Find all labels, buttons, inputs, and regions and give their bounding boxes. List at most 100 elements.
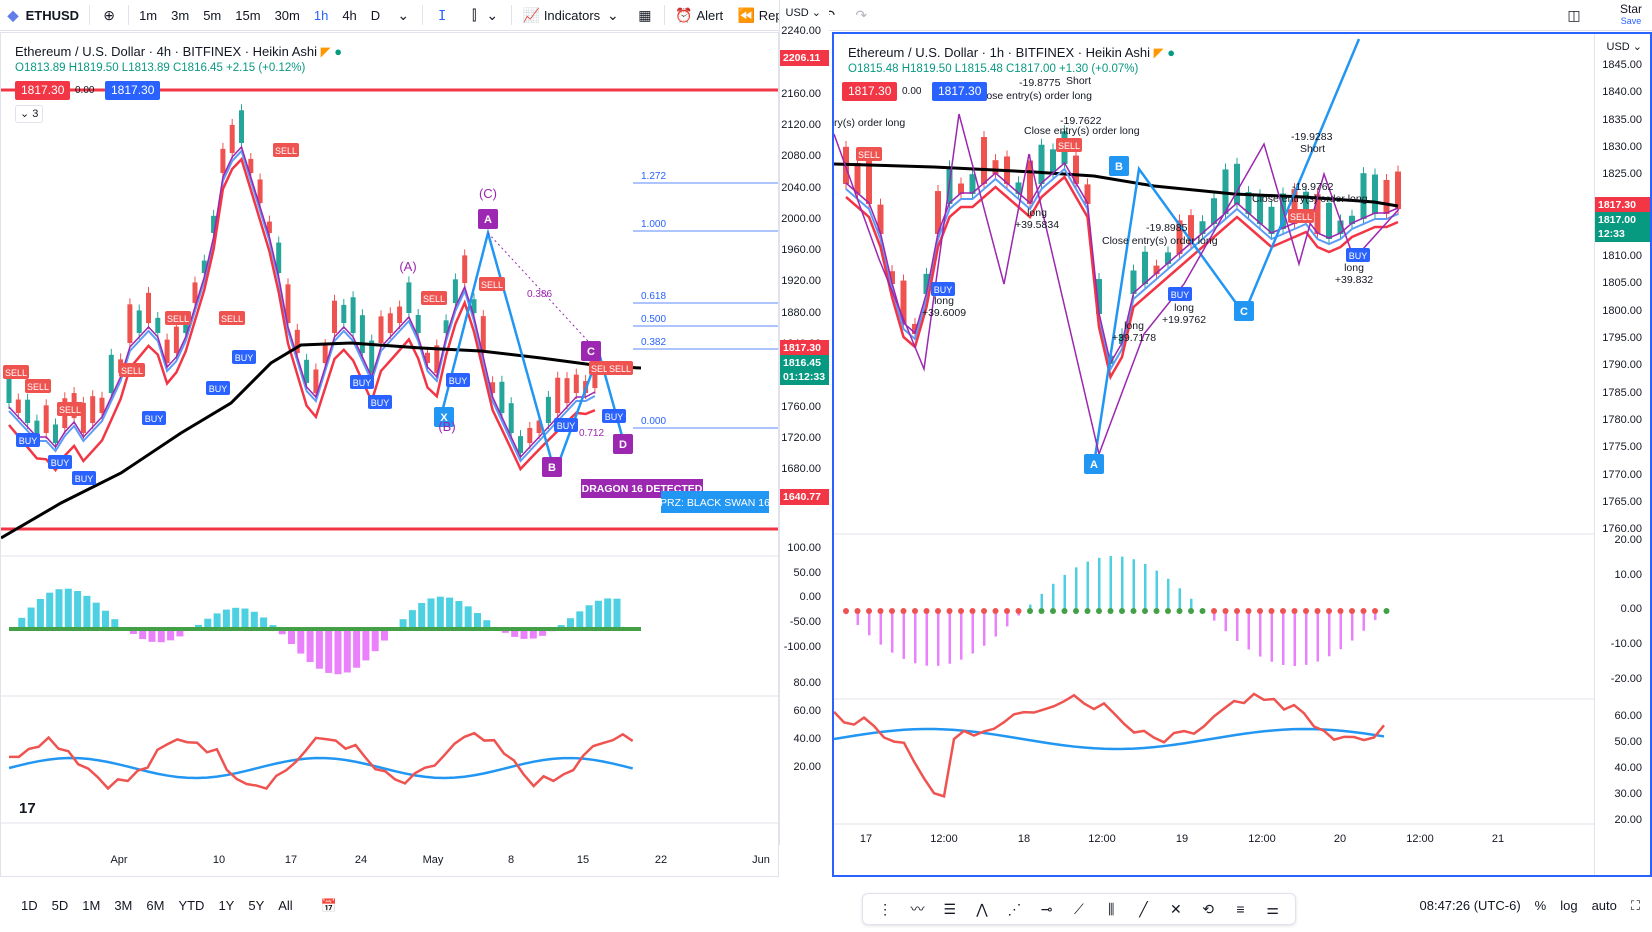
auto-toggle[interactable]: auto: [1591, 898, 1617, 913]
left-price-axis[interactable]: USD ⌄2240.002200.002160.002120.002080.00…: [779, 0, 829, 845]
parallel-channel-icon[interactable]: ≡: [1236, 901, 1245, 917]
macd-dot: [1245, 608, 1252, 614]
range-5d[interactable]: 5D: [51, 898, 69, 913]
candle: [1372, 174, 1378, 214]
redo-button[interactable]: ↷: [845, 0, 877, 31]
ohlc-close: C1817.00: [1005, 63, 1056, 75]
rsi-signal-line: [834, 727, 1385, 751]
right-chart-pane[interactable]: A B C -19.8775 lose entry(s) order long -19.7…: [832, 32, 1652, 877]
currency-label[interactable]: USD ⌄: [785, 7, 822, 19]
candle: [378, 316, 384, 343]
macd-bar: [102, 610, 109, 629]
point-b-label: B: [548, 462, 556, 474]
interval-d[interactable]: D: [364, 0, 387, 31]
gann-fan-icon[interactable]: ⋰: [1007, 900, 1022, 917]
interval-3m[interactable]: 3m: [164, 0, 196, 31]
range-3m[interactable]: 3M: [114, 898, 133, 913]
macd-bar: [1086, 561, 1089, 611]
goto-date-button[interactable]: 📅: [314, 898, 344, 914]
right-ohlc: O1815.48 H1819.50 L1815.48 C1817.00 +1.3…: [848, 63, 1138, 75]
star-save-button[interactable]: Star Save: [1620, 3, 1642, 27]
fib-retracement-icon[interactable]: ☰: [943, 900, 957, 917]
macd-bar: [604, 598, 612, 629]
range-1m[interactable]: 1M: [82, 898, 101, 913]
horizontal-ray-icon[interactable]: ⊸: [1040, 900, 1053, 917]
chart-type-button[interactable]: ⫿ ⌄: [458, 0, 508, 31]
interval-5m[interactable]: 5m: [196, 0, 228, 31]
right-price-axis[interactable]: USD ⌄ 1845.00 1840.00 1835.00 1830.00 1825.00…: [1594, 34, 1650, 875]
indicators-label: Indicators: [543, 7, 601, 23]
macd-bar: [306, 629, 314, 663]
candle: [1395, 171, 1401, 209]
x-tick: 8: [508, 854, 514, 866]
line-icon[interactable]: ╱: [1139, 900, 1148, 917]
macd-bar: [55, 589, 63, 629]
log-toggle[interactable]: log: [1560, 898, 1578, 913]
range-all[interactable]: All: [278, 898, 293, 913]
buy-price-tag[interactable]: 1817.30: [105, 81, 161, 100]
sell-price-tag[interactable]: 1817.30: [15, 81, 71, 100]
buy-price-tag[interactable]: 1817.30: [932, 82, 988, 101]
macd-bar: [83, 595, 91, 629]
cycle-icon[interactable]: ⟲: [1202, 900, 1214, 917]
candle: [15, 399, 21, 413]
interval-dropdown[interactable]: ⌄: [387, 0, 419, 31]
left-chart-canvas[interactable]: 1.272 1.000 0.618 0.500 0.382 0.000 A B C D X (C) (A…: [1, 33, 779, 877]
currency-label[interactable]: USD ⌄: [1606, 41, 1643, 53]
candle: [866, 160, 872, 204]
symbol-search[interactable]: ◆ ETHUSD: [0, 0, 86, 31]
interval-30m[interactable]: 30m: [268, 0, 307, 31]
price-tick: 50.00: [1614, 736, 1642, 748]
macd-dot: [946, 608, 953, 614]
range-ytd[interactable]: YTD: [178, 898, 205, 913]
macd-bar: [1155, 570, 1158, 611]
macd-bar: [213, 613, 221, 629]
candle: [434, 345, 440, 373]
sell-price-tag[interactable]: 1817.30: [842, 82, 898, 101]
indicators-button[interactable]: 📈 Indicators ⌄: [515, 0, 629, 31]
macd-bar: [1328, 611, 1331, 657]
interval-15m[interactable]: 15m: [228, 0, 267, 31]
sell-signal-label: SELL: [1290, 212, 1312, 222]
interval-1h[interactable]: 1h: [307, 0, 335, 31]
left-chart-pane[interactable]: 1.272 1.000 0.618 0.500 0.382 0.000 A B C D X (C) (A…: [0, 32, 779, 877]
fib-channel-icon[interactable]: ⚌: [1266, 900, 1279, 917]
macd-bar: [176, 629, 184, 637]
point-b: [1109, 156, 1129, 176]
pitchfork-icon[interactable]: ⫼: [1107, 900, 1115, 917]
compare-button[interactable]: ⊕: [93, 0, 125, 31]
xabcd-icon[interactable]: ✕: [1169, 900, 1182, 917]
x-tick: Jun: [752, 854, 770, 866]
range-1d[interactable]: 1D: [21, 898, 38, 913]
undo-button[interactable]: ↶: [813, 0, 845, 31]
templates-button[interactable]: ▦: [629, 0, 661, 31]
abcd-pattern-icon[interactable]: ⋀: [976, 900, 988, 917]
flag-icon: ◤: [320, 44, 331, 59]
price-tick: 1830.00: [1602, 140, 1642, 153]
point-d-label: D: [619, 439, 627, 451]
elliott-wave-icon[interactable]: 〰: [910, 901, 925, 917]
percent-toggle[interactable]: %: [1534, 898, 1547, 913]
macd-bar: [1098, 557, 1101, 611]
drag-handle-icon[interactable]: ⋮: [878, 900, 893, 917]
alert-button[interactable]: ⏰ Alert: [668, 0, 730, 31]
layers-toggle[interactable]: ⌄ 3: [15, 105, 44, 123]
layout-button[interactable]: ◫: [1558, 0, 1590, 31]
candle: [527, 427, 533, 443]
range-6m[interactable]: 6M: [146, 898, 165, 913]
price-tick: 60.00: [793, 705, 821, 717]
fullscreen-icon[interactable]: ⛶: [1630, 897, 1640, 913]
range-1y[interactable]: 1Y: [218, 898, 235, 913]
interval-label: D: [370, 7, 381, 23]
rsi-signal-line: [8, 756, 634, 780]
ethereum-icon: ◆: [7, 6, 19, 23]
interval-1m[interactable]: 1m: [132, 0, 164, 31]
sell-signal-label: SELL: [423, 294, 445, 304]
trend-line-icon[interactable]: ⟋: [1074, 900, 1084, 917]
clock-readout[interactable]: 08:47:26 (UTC-6): [1419, 898, 1521, 913]
bar-style-button[interactable]: ⵊ: [426, 0, 458, 31]
range-5y[interactable]: 5Y: [248, 898, 265, 913]
interval-4h[interactable]: 4h: [335, 0, 363, 31]
fib-label: 1.272: [641, 171, 666, 182]
